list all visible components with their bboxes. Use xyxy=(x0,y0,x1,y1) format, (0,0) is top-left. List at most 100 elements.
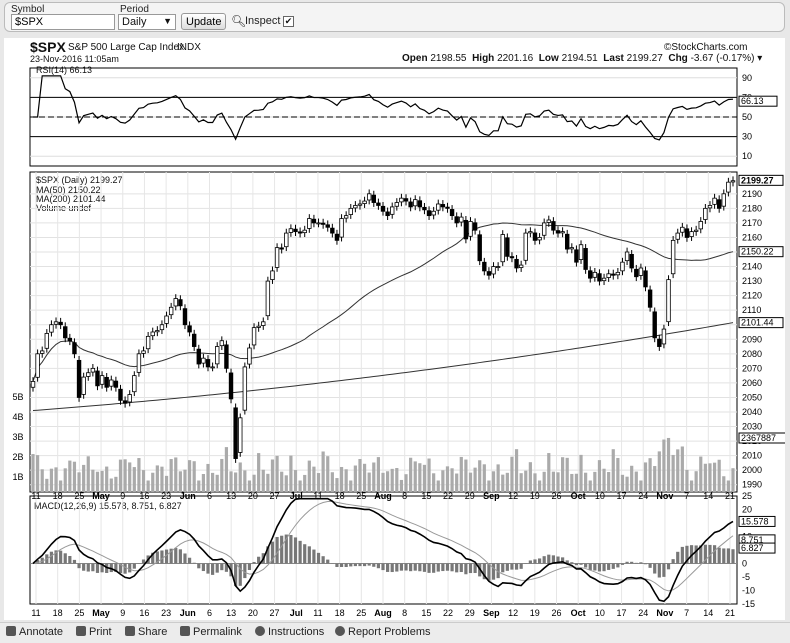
volume-bar xyxy=(132,467,136,492)
candle-body xyxy=(486,271,492,276)
macd-histogram-bar xyxy=(547,554,551,564)
macd-histogram-bar xyxy=(353,563,357,567)
macd-histogram-bar xyxy=(298,540,302,564)
open-label: Open xyxy=(402,53,428,64)
price-x-tick-label: 17 xyxy=(617,491,627,501)
toolbar: Symbol Period Daily ▼ Update 🔍︎ Inspect ✔ xyxy=(4,2,785,32)
macd-histogram-bar xyxy=(570,562,574,564)
chevron-down-icon: ▼ xyxy=(163,16,172,26)
volume-bar xyxy=(169,459,173,492)
candle-body xyxy=(330,227,335,234)
candle-body xyxy=(334,233,340,241)
volume-tick-label: 1B xyxy=(12,472,23,482)
volume-bar xyxy=(602,468,606,492)
ohlc-readout: Open 2198.55 High 2201.16 Low 2194.51 La… xyxy=(402,53,763,64)
candle-body xyxy=(670,239,676,275)
price-x-tick-label: 8 xyxy=(402,491,407,501)
macd-histogram-bar xyxy=(712,545,717,564)
period-select[interactable]: Daily ▼ xyxy=(118,14,176,30)
volume-bar xyxy=(247,480,252,492)
symbol-label: Symbol xyxy=(11,4,45,15)
volume-bar xyxy=(551,471,555,492)
candle-body xyxy=(707,205,713,209)
permalink-link[interactable]: Permalink xyxy=(180,626,242,638)
candle-body xyxy=(307,218,312,229)
volume-bar xyxy=(579,454,583,492)
volume-bar xyxy=(197,480,201,492)
volume-bar xyxy=(362,463,367,492)
price-x-tick-label: 18 xyxy=(53,491,63,501)
volume-bar xyxy=(137,458,141,492)
macd-x-tick-label: 8 xyxy=(402,608,407,618)
price-x-tick-label: 7 xyxy=(684,491,689,501)
volume-bar xyxy=(187,460,192,492)
candle-body xyxy=(380,205,386,212)
volume-bar xyxy=(238,462,242,492)
candle-body xyxy=(238,417,243,453)
candle-body xyxy=(219,340,225,347)
macd-histogram-bar xyxy=(178,549,182,564)
chart-svg: 103050709066.131990200020102020203020402… xyxy=(12,67,785,618)
candle-body xyxy=(353,205,358,209)
macd-histogram-bar xyxy=(722,548,726,564)
candle-body xyxy=(647,289,653,308)
volume-bar xyxy=(478,460,482,492)
volume-bar xyxy=(404,474,408,492)
macd-tick-label: -5 xyxy=(742,572,750,582)
volume-bar xyxy=(284,475,288,492)
macd-x-tick-label: 10 xyxy=(595,608,605,618)
macd-histogram-bar xyxy=(432,563,436,573)
candle-body xyxy=(210,366,215,369)
candle-body xyxy=(606,273,611,278)
macd-x-tick-label: Oct xyxy=(571,608,586,618)
candle-body xyxy=(431,210,436,216)
macd-histogram-bar xyxy=(399,563,404,571)
price-tick-label: 2000 xyxy=(742,465,762,475)
candle-body xyxy=(592,271,598,278)
macd-histogram-bar xyxy=(533,559,537,564)
volume-tick-label: 4B xyxy=(12,412,23,422)
candle-body xyxy=(509,256,515,259)
chart-symbol: $SPX xyxy=(30,39,66,55)
volume-bar xyxy=(86,456,90,492)
volume-bar xyxy=(234,472,238,492)
instructions-link[interactable]: Instructions xyxy=(255,626,324,638)
volume-bar xyxy=(685,469,689,492)
annotate-link[interactable]: Annotate xyxy=(6,626,63,638)
price-tick-label: 2140 xyxy=(742,262,762,272)
candle-body xyxy=(689,231,694,237)
macd-histogram-bar xyxy=(49,551,54,564)
legend-ma200: MA(200) 2101.44 xyxy=(36,194,106,204)
candle-body xyxy=(546,219,551,223)
candle-body xyxy=(265,280,271,317)
macd-histogram-bar xyxy=(662,563,666,577)
candle-body xyxy=(196,348,201,365)
volume-bar xyxy=(344,469,348,492)
print-link[interactable]: Print xyxy=(76,626,112,638)
candle-body xyxy=(224,344,229,369)
inspect-checkbox[interactable]: ✔ xyxy=(283,16,294,27)
macd-histogram-bar xyxy=(556,556,560,564)
candle-body xyxy=(634,268,639,278)
candle-body xyxy=(657,338,662,347)
candle-body xyxy=(136,353,142,373)
macd-histogram-bar xyxy=(358,563,362,567)
macd-histogram-bar xyxy=(409,563,413,572)
macd-histogram-bar xyxy=(616,563,620,568)
update-button[interactable]: Update xyxy=(181,13,227,30)
candle-body xyxy=(201,357,206,364)
price-tick-label: 2060 xyxy=(742,378,762,388)
share-link[interactable]: Share xyxy=(125,626,167,638)
report-problems-link[interactable]: Report Problems xyxy=(335,626,431,638)
candle-body xyxy=(293,228,298,233)
candle-body xyxy=(173,298,178,307)
volume-bar xyxy=(680,446,684,492)
macd-x-tick-label: 12 xyxy=(508,608,518,618)
symbol-input[interactable] xyxy=(11,14,115,30)
candle-body xyxy=(680,226,685,233)
candle-body xyxy=(472,222,478,231)
volume-bar xyxy=(459,456,463,492)
macd-histogram-bar xyxy=(459,563,463,573)
macd-x-tick-label: Sep xyxy=(483,608,500,618)
volume-bar xyxy=(206,463,210,492)
